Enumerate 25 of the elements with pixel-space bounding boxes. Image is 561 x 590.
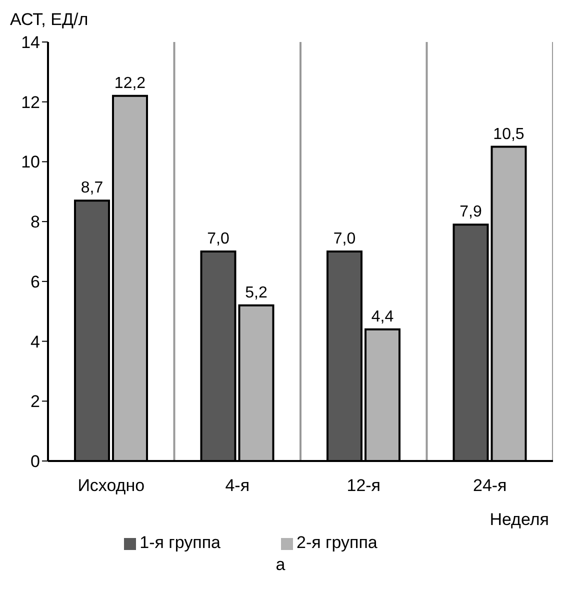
y-tick-label: 4 bbox=[30, 332, 40, 352]
y-tick-label: 8 bbox=[30, 212, 40, 232]
data-label: 10,5 bbox=[493, 126, 524, 143]
y-tick-label: 10 bbox=[21, 152, 40, 172]
data-label: 7,9 bbox=[460, 204, 482, 221]
data-label: 7,0 bbox=[333, 230, 356, 248]
data-label: 12,2 bbox=[114, 74, 146, 92]
data-label: 4,4 bbox=[371, 308, 394, 326]
data-label: 8,7 bbox=[80, 180, 104, 197]
x-tick-label: Исходно bbox=[78, 476, 145, 496]
x-tick-label: 4-я bbox=[225, 476, 250, 496]
y-tick-label: 12 bbox=[21, 92, 40, 112]
data-label: 5,2 bbox=[245, 284, 268, 302]
y-tick-label: 0 bbox=[30, 452, 40, 472]
y-tick-label: 14 bbox=[21, 33, 40, 52]
legend-label: 1-я группа bbox=[140, 533, 220, 552]
y-tick-label: 2 bbox=[30, 392, 40, 412]
y-axis-title: АСТ, ЕД/л bbox=[10, 10, 88, 30]
y-tick-label: 6 bbox=[30, 272, 40, 292]
text: а bbox=[274, 555, 286, 575]
x-tick-label: 12-я bbox=[346, 476, 381, 496]
legend-label: 2-я группа bbox=[296, 533, 378, 552]
x-tick-label: 24-я bbox=[472, 476, 507, 496]
data-label: 7,0 bbox=[207, 230, 230, 248]
x-axis-title: Неделя bbox=[490, 510, 549, 529]
